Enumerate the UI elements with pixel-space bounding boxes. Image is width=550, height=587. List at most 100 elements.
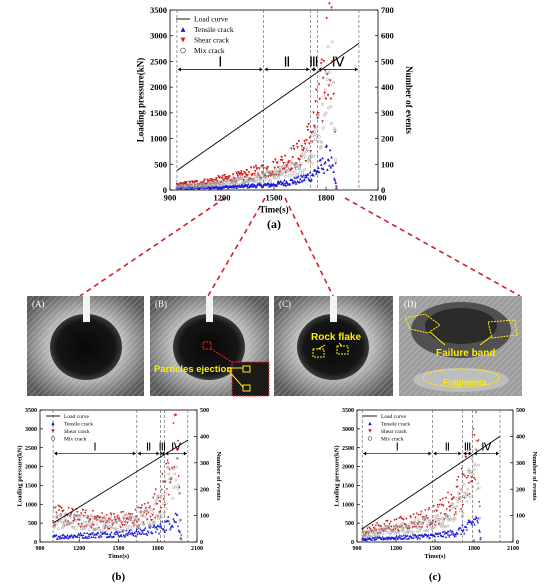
- mix-point: [172, 467, 176, 471]
- mix-point: [449, 517, 452, 521]
- shear-point: [439, 512, 442, 515]
- shear-point: [69, 513, 72, 517]
- photo-label-B: (B): [155, 299, 167, 309]
- mix-point: [407, 528, 410, 532]
- shear-point: [104, 521, 108, 525]
- tensile-point: [380, 537, 383, 540]
- shear-point: [176, 457, 179, 460]
- tensile-point: [446, 533, 450, 536]
- tensile-point: [89, 532, 93, 535]
- y-tick-label: 1500: [150, 108, 167, 118]
- tensile-point: [152, 525, 155, 528]
- mix-point: [56, 513, 60, 517]
- mix-point: [474, 448, 478, 451]
- shear-point: [303, 139, 306, 143]
- shear-point: [126, 521, 129, 524]
- mix-point: [155, 514, 158, 518]
- mix-point: [321, 126, 325, 130]
- mix-point: [143, 515, 147, 519]
- tensile-point: [247, 182, 250, 186]
- mix-point: [317, 135, 321, 139]
- legend-label: Mix crack: [381, 436, 404, 442]
- mix-point: [423, 515, 427, 519]
- tensile-point: [173, 520, 176, 523]
- tensile-point: [433, 535, 437, 538]
- shear-point: [254, 164, 258, 168]
- shear-point: [82, 515, 85, 518]
- shear-point: [317, 83, 321, 86]
- phase-label: Ⅱ: [146, 442, 151, 454]
- tensile-point: [308, 178, 311, 182]
- mix-point: [363, 533, 367, 537]
- shear-point: [140, 504, 144, 507]
- mix-point: [164, 492, 167, 496]
- mix-point: [95, 522, 99, 526]
- mix-point: [55, 523, 58, 526]
- mix-point: [463, 491, 467, 495]
- shear-point: [402, 518, 405, 521]
- tensile-point: [456, 532, 459, 535]
- legend-label: Tensile crack: [381, 421, 410, 427]
- mix-point: [136, 519, 139, 522]
- tensile-point: [118, 535, 121, 538]
- shear-point: [222, 178, 226, 181]
- shear-point: [366, 527, 369, 530]
- shear-point: [262, 167, 265, 170]
- mix-point: [278, 165, 282, 169]
- tensile-point: [86, 531, 89, 534]
- shear-point: [466, 494, 469, 497]
- shear-point: [439, 499, 442, 502]
- mix-point: [209, 180, 213, 184]
- shear-point: [308, 136, 312, 140]
- y-tick-label: 500: [154, 159, 167, 169]
- tensile-point: [375, 538, 378, 541]
- shear-point: [290, 147, 293, 151]
- tensile-point: [85, 536, 88, 539]
- shear-point: [446, 491, 450, 494]
- tensile-point: [172, 517, 175, 520]
- tensile-point: [139, 528, 142, 531]
- tensile-point: [462, 528, 465, 531]
- phase-arrowhead: [137, 451, 141, 456]
- tensile-point: [301, 175, 304, 178]
- y2-tick-label: 100: [381, 159, 394, 169]
- mix-point: [405, 525, 408, 529]
- tensile-point: [306, 173, 310, 176]
- tensile-point: [169, 526, 172, 529]
- mix-point: [284, 174, 288, 178]
- shear-point: [467, 475, 470, 478]
- shear-point: [426, 517, 429, 520]
- shear-point: [411, 526, 414, 529]
- shear-point: [137, 506, 140, 509]
- shear-point: [72, 517, 76, 520]
- shear-point: [448, 509, 452, 512]
- tensile-point: [406, 534, 409, 537]
- y2-tick-label: 0: [200, 540, 203, 546]
- mix-point: [207, 182, 211, 186]
- shear-point: [281, 159, 284, 162]
- shear-point: [420, 526, 424, 529]
- mix-point: [176, 487, 180, 490]
- shear-point: [185, 181, 188, 184]
- shear-point: [241, 173, 245, 176]
- shear-point: [133, 519, 136, 522]
- shear-point: [308, 142, 311, 146]
- shear-point: [178, 486, 181, 489]
- mix-point: [254, 178, 258, 182]
- phase-label: Ⅲ: [309, 55, 319, 70]
- shear-point: [146, 518, 149, 521]
- mix-point: [460, 515, 464, 518]
- shear-point: [253, 169, 257, 173]
- mix-point: [101, 529, 105, 533]
- tensile-point: [140, 532, 143, 536]
- photo-C: (C) Rock flake: [274, 296, 393, 396]
- shear-point: [383, 523, 386, 526]
- shear-point: [89, 518, 92, 521]
- tensile-point: [278, 181, 281, 185]
- shear-point: [267, 175, 270, 178]
- mix-point: [366, 534, 369, 538]
- shear-point: [414, 516, 417, 519]
- tensile-point: [470, 523, 474, 526]
- mix-point: [361, 530, 365, 534]
- shear-point: [390, 525, 393, 528]
